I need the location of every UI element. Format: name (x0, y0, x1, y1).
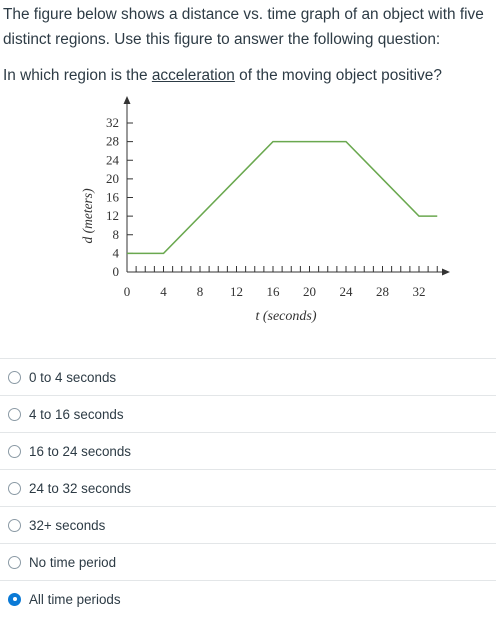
chart-axes (123, 96, 450, 276)
question-prompt-end: of the moving object positive? (234, 67, 442, 84)
radio-button[interactable] (8, 555, 21, 569)
y-ticks: 0 4 8 12 16 20 24 28 32 (106, 115, 133, 279)
answer-option-6[interactable]: All time periods (0, 580, 496, 617)
answer-option-0[interactable]: 0 to 4 seconds (0, 358, 496, 395)
x-tick-label: 24 (340, 284, 354, 299)
answer-label: No time period (29, 554, 117, 570)
answer-option-3[interactable]: 24 to 32 seconds (0, 469, 496, 506)
question-text: The figure below shows a distance vs. ti… (3, 2, 493, 88)
answer-option-2[interactable]: 16 to 24 seconds (0, 432, 496, 469)
radio-button[interactable] (8, 592, 21, 606)
x-tick-label: 4 (160, 284, 167, 299)
y-tick-label: 0 (113, 264, 120, 279)
question-prompt: In which region is the acceleration of t… (3, 63, 493, 88)
answer-label: 32+ seconds (29, 517, 106, 533)
y-tick-label: 20 (106, 171, 119, 186)
x-tick-label: 28 (376, 284, 389, 299)
answer-label: 4 to 16 seconds (29, 406, 124, 422)
radio-button[interactable] (8, 444, 21, 458)
answer-label: 24 to 32 seconds (29, 480, 131, 496)
answer-label: 0 to 4 seconds (29, 369, 117, 385)
answer-option-5[interactable]: No time period (0, 543, 496, 580)
y-tick-label: 24 (106, 152, 120, 167)
y-tick-label: 32 (106, 115, 119, 130)
data-lines (127, 140, 438, 255)
answer-option-1[interactable]: 4 to 16 seconds (0, 395, 496, 432)
x-ticks: 0 4 8 12 16 20 24 28 32 (124, 266, 438, 299)
answer-label: 16 to 24 seconds (29, 443, 131, 459)
x-tick-label: 8 (197, 284, 204, 299)
radio-button[interactable] (8, 407, 21, 421)
question-intro: The figure below shows a distance vs. ti… (3, 6, 484, 48)
y-axis-label: d (meters) (80, 188, 95, 244)
question-keyword: acceleration (151, 67, 235, 84)
y-tick-label: 12 (106, 208, 119, 223)
x-tick-label: 12 (230, 284, 243, 299)
x-tick-label: 0 (124, 284, 131, 299)
radio-button[interactable] (8, 370, 21, 384)
y-tick-label: 16 (106, 190, 120, 205)
x-tick-label: 20 (303, 284, 316, 299)
y-tick-label: 28 (106, 134, 119, 149)
answer-list: 0 to 4 seconds 4 to 16 seconds 16 to 24 se… (0, 358, 496, 617)
x-tick-label: 16 (267, 284, 281, 299)
distance-time-chart: 0 4 8 12 16 20 24 28 32 0 4 8 12 16 20 24 28 32 t (secon… (80, 96, 450, 324)
answer-label: All time periods (29, 591, 121, 607)
distance-series-line (127, 140, 438, 255)
x-tick-label: 32 (413, 284, 426, 299)
question-prompt-start: In which region is the (3, 67, 152, 84)
y-axis-arrow (123, 96, 131, 104)
radio-button[interactable] (8, 481, 21, 495)
radio-button[interactable] (8, 518, 21, 532)
y-tick-label: 8 (113, 227, 120, 242)
y-tick-label: 4 (113, 245, 120, 260)
x-axis-label: t (seconds) (255, 309, 316, 324)
x-axis-arrow (442, 268, 450, 276)
answer-option-4[interactable]: 32+ seconds (0, 506, 496, 543)
